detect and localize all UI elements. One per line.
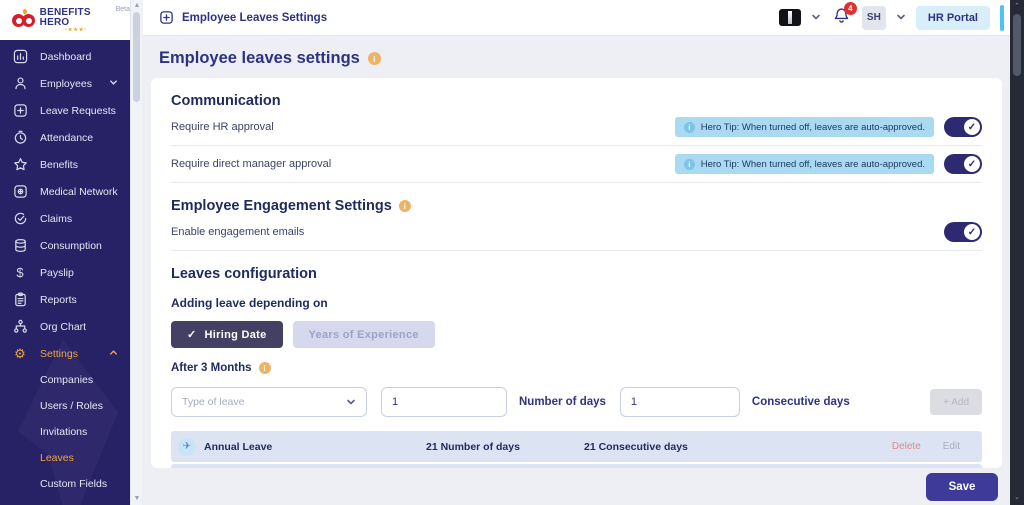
add-button[interactable]: + Add — [930, 389, 982, 415]
reports-clipboard-icon — [12, 292, 28, 308]
page-scrollbar-thumb[interactable] — [1013, 14, 1021, 76]
page-info-icon[interactable]: i — [367, 52, 381, 65]
tip-info-icon: i — [683, 158, 695, 170]
leave-requests-icon — [12, 103, 28, 119]
chevron-down-icon — [347, 399, 355, 405]
chevron-up-icon — [109, 348, 118, 359]
page-title: Employee leaves settings — [159, 49, 360, 67]
hero-tip-badge: i Hero Tip: When turned off, leaves are … — [674, 117, 934, 137]
sidebar-scrollbar[interactable]: ▲ ▼ — [130, 0, 142, 505]
sidebar-item-medical-network[interactable]: Medical Network — [0, 178, 130, 205]
medical-network-icon — [12, 184, 28, 200]
brand-name: BENEFITS HERO ·★★★· — [40, 7, 113, 33]
chevron-down-icon — [109, 78, 118, 89]
section-title-leaves-config: Leaves configuration — [171, 266, 317, 282]
engagement-emails-toggle[interactable]: ✓ — [944, 222, 982, 242]
toggle-check-icon: ✓ — [964, 224, 980, 240]
airplane-icon: ✈ — [178, 437, 196, 456]
sidebar-item-employees[interactable]: Employees — [0, 70, 130, 97]
main-area: Employee Leaves Settings 4 SH HR Portal … — [143, 0, 1010, 505]
brand-logo[interactable]: BENEFITS HERO ·★★★· Beta — [0, 0, 130, 40]
sidebar-item-settings[interactable]: ⚙ Settings — [0, 340, 130, 367]
number-of-days-label: Number of days — [519, 396, 606, 408]
setting-row-engagement-emails: Enable engagement emails ✓ — [171, 214, 982, 250]
notification-badge: 4 — [843, 1, 857, 15]
brand-stars: ·★★★· — [65, 26, 88, 33]
adding-leave-label: Adding leave depending on — [171, 296, 328, 310]
table-row-casual-leave: ☂ Casual Leave 21 Number of days 21 Cons… — [171, 464, 982, 468]
sidebar-item-consumption[interactable]: Consumption — [0, 232, 130, 259]
hero-mask-icon — [12, 8, 35, 28]
period-label: After 3 Months — [171, 362, 252, 374]
leave-settings-icon — [160, 11, 173, 24]
tab-years-of-experience[interactable]: Years of Experience — [292, 321, 435, 348]
section-title-engagement: Employee Engagement Settings i — [171, 198, 982, 214]
tip-info-icon: i — [683, 121, 695, 133]
number-of-days-input[interactable] — [381, 387, 507, 417]
scroll-up-icon[interactable]: ⌃ — [1014, 3, 1020, 10]
sidebar-item-reports[interactable]: Reports — [0, 286, 130, 313]
settings-card: Communication Require HR approval i Hero… — [151, 78, 1002, 468]
edit-button[interactable]: Edit — [942, 441, 960, 452]
sidebar-item-org-chart[interactable]: Org Chart — [0, 313, 130, 340]
scroll-down-icon[interactable]: ▼ — [133, 495, 141, 502]
toggle-check-icon: ✓ — [964, 156, 980, 172]
attendance-icon — [12, 130, 28, 146]
topbar: Employee Leaves Settings 4 SH HR Portal — [143, 0, 1010, 36]
check-icon: ✓ — [187, 329, 197, 341]
scroll-up-icon[interactable]: ▲ — [133, 2, 141, 9]
period-info-icon[interactable]: i — [258, 362, 271, 374]
setting-row-hr-approval: Require HR approval i Hero Tip: When tur… — [171, 109, 982, 145]
sidebar-item-leaves[interactable]: Leaves — [40, 452, 74, 464]
footer-bar: Save — [143, 469, 1010, 505]
setting-row-manager-approval: Require direct manager approval i Hero T… — [171, 146, 982, 182]
beta-tag: Beta — [115, 6, 130, 13]
consumption-database-icon — [12, 238, 28, 254]
table-row-annual-leave: ✈ Annual Leave 21 Number of days 21 Cons… — [171, 431, 982, 462]
sidebar-item-leave-requests[interactable]: Leave Requests — [0, 97, 130, 124]
type-of-leave-select[interactable]: Type of leave — [171, 387, 367, 417]
payslip-dollar-icon: $ — [16, 265, 24, 280]
sidebar-item-claims[interactable]: Claims — [0, 205, 130, 232]
sidebar-item-invitations[interactable]: Invitations — [40, 426, 88, 438]
manager-approval-toggle[interactable]: ✓ — [944, 154, 982, 174]
profile-chevron-down-icon[interactable] — [896, 9, 906, 27]
gear-icon: ⚙ — [14, 346, 26, 361]
sidebar-item-custom-fields[interactable]: Custom Fields — [40, 478, 108, 490]
sidebar-scrollbar-thumb[interactable] — [133, 12, 140, 102]
engagement-info-icon[interactable]: i — [398, 200, 411, 212]
employees-icon — [12, 76, 28, 92]
delete-button[interactable]: Delete — [891, 441, 921, 452]
claims-check-icon — [12, 211, 28, 227]
sidebar-item-payslip[interactable]: $ Payslip — [0, 259, 130, 286]
hr-portal-button[interactable]: HR Portal — [915, 5, 990, 30]
consecutive-days-label: Consecutive days — [751, 396, 850, 408]
hr-approval-toggle[interactable]: ✓ — [944, 117, 982, 137]
consecutive-days-input[interactable] — [619, 387, 740, 417]
sidebar: Dashboard Employees Leave Requests Atten… — [0, 40, 130, 505]
language-flag-icon[interactable] — [778, 9, 801, 26]
sidebar-item-attendance[interactable]: Attendance — [0, 124, 130, 151]
sidebar-item-users-roles[interactable]: Users / Roles — [40, 400, 104, 412]
org-chart-icon — [12, 319, 28, 335]
sidebar-item-benefits[interactable]: Benefits — [0, 151, 130, 178]
hero-tip-badge: i Hero Tip: When turned off, leaves are … — [674, 154, 934, 174]
avatar[interactable]: SH — [861, 5, 886, 30]
language-chevron-down-icon[interactable] — [811, 9, 821, 27]
benefits-star-icon — [12, 157, 28, 173]
notifications-button[interactable]: 4 — [833, 1, 857, 29]
sidebar-item-companies[interactable]: Companies — [40, 374, 94, 386]
tab-hiring-date[interactable]: ✓ Hiring Date — [171, 321, 283, 348]
toggle-check-icon: ✓ — [964, 119, 980, 135]
section-title-communication: Communication — [171, 93, 281, 109]
dashboard-icon — [12, 49, 28, 65]
sidebar-item-dashboard[interactable]: Dashboard — [0, 43, 130, 70]
breadcrumb[interactable]: Employee Leaves Settings — [159, 10, 327, 25]
scroll-down-icon[interactable]: ⌄ — [1014, 494, 1020, 501]
save-button[interactable]: Save — [926, 473, 998, 501]
portal-accent-bar — [1000, 4, 1004, 31]
page-scrollbar[interactable]: ⌃ ⌄ — [1010, 0, 1024, 505]
